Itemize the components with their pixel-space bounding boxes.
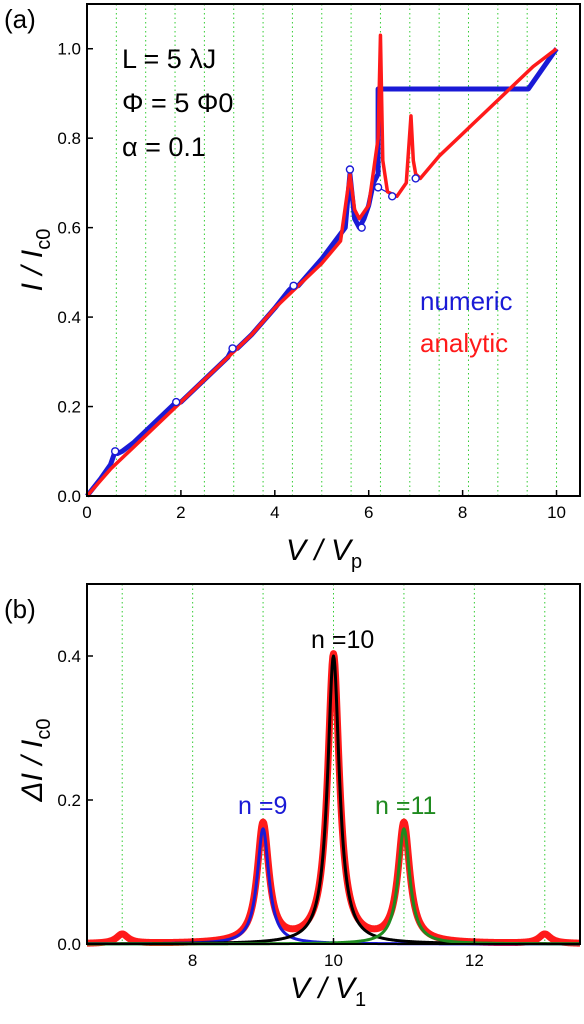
- x-tick-label: 4: [270, 503, 279, 522]
- annotation-flux: Φ = 5 Φ0: [122, 88, 233, 118]
- panel-a-ylabel: I / Ic0: [16, 229, 55, 292]
- y-tick-label: 0.0: [57, 487, 81, 506]
- y-tick-label: 0.4: [57, 308, 81, 327]
- y-tick-label: 0.0: [57, 935, 81, 954]
- peak-label-n11: n =11: [375, 792, 436, 820]
- panel-a-curves: [85, 33, 559, 498]
- x-tick-label: 2: [176, 503, 185, 522]
- y-tick-label: 0.8: [57, 129, 81, 148]
- y-tick-label: 0.2: [57, 398, 81, 417]
- numeric-marker: [345, 165, 355, 174]
- panel-b-grid: [121, 584, 546, 944]
- panel-a: (a) 0 2 4 6 8 10 0.0 0.2 0.4 0.6 0.8 1.0 L = 5 λJ Φ…: [4, 3, 581, 573]
- numeric-marker: [357, 223, 366, 232]
- numeric-marker: [289, 281, 298, 290]
- x-tick-label: 0: [82, 503, 91, 522]
- annotation-damping: α = 0.1: [122, 132, 206, 162]
- y-tick-label: 0.6: [57, 219, 81, 238]
- x-tick-label: 8: [188, 951, 197, 970]
- x-tick-label: 8: [458, 503, 467, 522]
- legend-numeric: numeric: [420, 286, 512, 316]
- y-tick-label: 0.2: [57, 791, 81, 810]
- panel-b: (b) 8 10 12 0.0 0.2 0.4 n =9 n =10 n =11 V / …: [4, 583, 583, 1011]
- panel-b-label: (b): [4, 594, 36, 624]
- legend-analytic: analytic: [420, 328, 508, 358]
- x-tick-label: 12: [465, 951, 484, 970]
- annotation-length: L = 5 λJ: [122, 44, 216, 74]
- numeric-marker: [373, 183, 383, 192]
- panel-a-grid: [115, 4, 558, 496]
- panel-a-frame: [86, 3, 581, 497]
- panel-b-ylabel: ΔI / Ic0: [16, 719, 55, 803]
- numeric-marker: [387, 192, 397, 201]
- panel-a-label: (a): [4, 4, 36, 34]
- numeric-marker: [411, 174, 420, 183]
- x-tick-label: 10: [324, 951, 343, 970]
- numeric-marker: [228, 344, 237, 353]
- peak-label-n10: n =10: [311, 626, 374, 654]
- x-tick-label: 6: [364, 503, 373, 522]
- panel-a-ticks: 0 2 4 6 8 10 0.0 0.2 0.4 0.6 0.8 1.0: [57, 40, 566, 522]
- panel-b-xlabel: V / V1: [290, 972, 366, 1011]
- numeric-marker: [172, 397, 181, 407]
- peak-label-n9: n =9: [238, 792, 287, 820]
- series-analytic-line: [85, 33, 558, 498]
- y-tick-label: 1.0: [57, 40, 81, 59]
- panel-a-xlabel: V / Vp: [286, 534, 362, 573]
- y-tick-label: 0.4: [57, 647, 81, 666]
- numeric-marker: [110, 447, 120, 456]
- x-tick-label: 10: [547, 503, 566, 522]
- panel-b-ticks: 8 10 12 0.0 0.2 0.4: [57, 647, 483, 970]
